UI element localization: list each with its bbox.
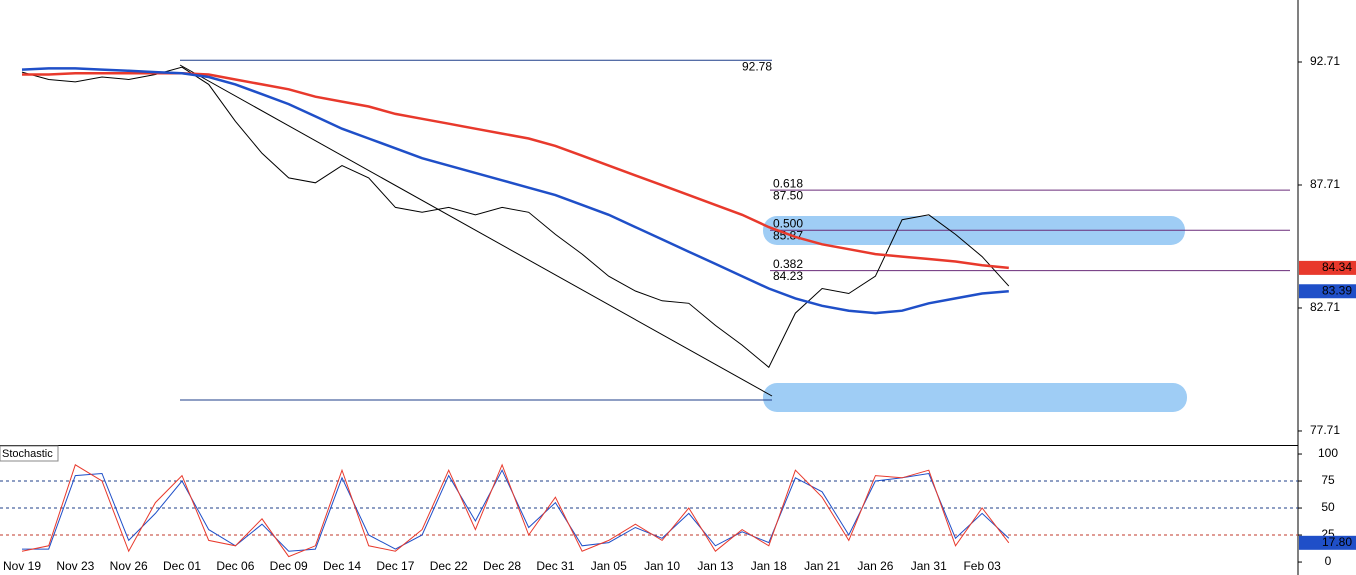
y-tick-label: 77.71 bbox=[1310, 423, 1340, 437]
x-tick-label: Jan 21 bbox=[804, 559, 840, 573]
y-tick-label: 50 bbox=[1321, 500, 1335, 514]
x-tick-label: Dec 31 bbox=[536, 559, 574, 573]
last-value-label: 83.39 bbox=[1322, 283, 1352, 297]
x-tick-label: Feb 03 bbox=[963, 559, 1001, 573]
x-tick-label: Dec 22 bbox=[430, 559, 468, 573]
series-line bbox=[21, 463, 1010, 558]
x-tick-label: Jan 05 bbox=[591, 559, 627, 573]
y-tick-label: 82.71 bbox=[1310, 300, 1340, 314]
last-value-badge bbox=[1299, 284, 1356, 299]
y-tick-label: 87.71 bbox=[1310, 177, 1340, 191]
y-tick-label: 100 bbox=[1318, 446, 1338, 460]
x-tick-label: Dec 09 bbox=[270, 559, 308, 573]
x-tick-label: Dec 01 bbox=[163, 559, 201, 573]
fib-ratio: 0.618 bbox=[773, 176, 803, 190]
x-tick-label: Nov 23 bbox=[56, 559, 94, 573]
x-tick-label: Nov 26 bbox=[110, 559, 148, 573]
x-tick-label: Dec 14 bbox=[323, 559, 361, 573]
high-line-label: 92.78 bbox=[742, 59, 772, 73]
fib-ratio: 0.500 bbox=[773, 216, 803, 230]
last-value-label: 84.34 bbox=[1322, 260, 1352, 274]
series-line bbox=[21, 66, 1010, 369]
x-tick-label: Jan 10 bbox=[644, 559, 680, 573]
fib-value: 84.23 bbox=[773, 269, 803, 283]
y-tick-label: 92.71 bbox=[1310, 54, 1340, 68]
trend-line bbox=[179, 64, 773, 397]
series-line bbox=[21, 67, 1009, 315]
y-tick-label: 0 bbox=[1325, 554, 1332, 568]
last-value-badge bbox=[1299, 535, 1356, 550]
x-tick-label: Jan 13 bbox=[697, 559, 733, 573]
x-tick-label: Dec 17 bbox=[376, 559, 414, 573]
x-tick-label: Dec 06 bbox=[216, 559, 254, 573]
pane-title: Stochastic bbox=[2, 448, 53, 460]
y-tick-label: 75 bbox=[1321, 473, 1335, 487]
fib-value: 87.50 bbox=[773, 188, 803, 202]
x-tick-label: Jan 26 bbox=[857, 559, 893, 573]
x-tick-label: Dec 28 bbox=[483, 559, 521, 573]
zone bbox=[763, 383, 1187, 412]
x-tick-label: Nov 19 bbox=[3, 559, 41, 573]
last-value-label: 17.80 bbox=[1322, 535, 1352, 549]
fib-ratio: 0.382 bbox=[773, 257, 803, 271]
x-tick-label: Jan 31 bbox=[911, 559, 947, 573]
x-tick-label: Jan 18 bbox=[751, 559, 787, 573]
last-value-badge bbox=[1299, 260, 1356, 275]
pane-label-box bbox=[0, 445, 59, 462]
